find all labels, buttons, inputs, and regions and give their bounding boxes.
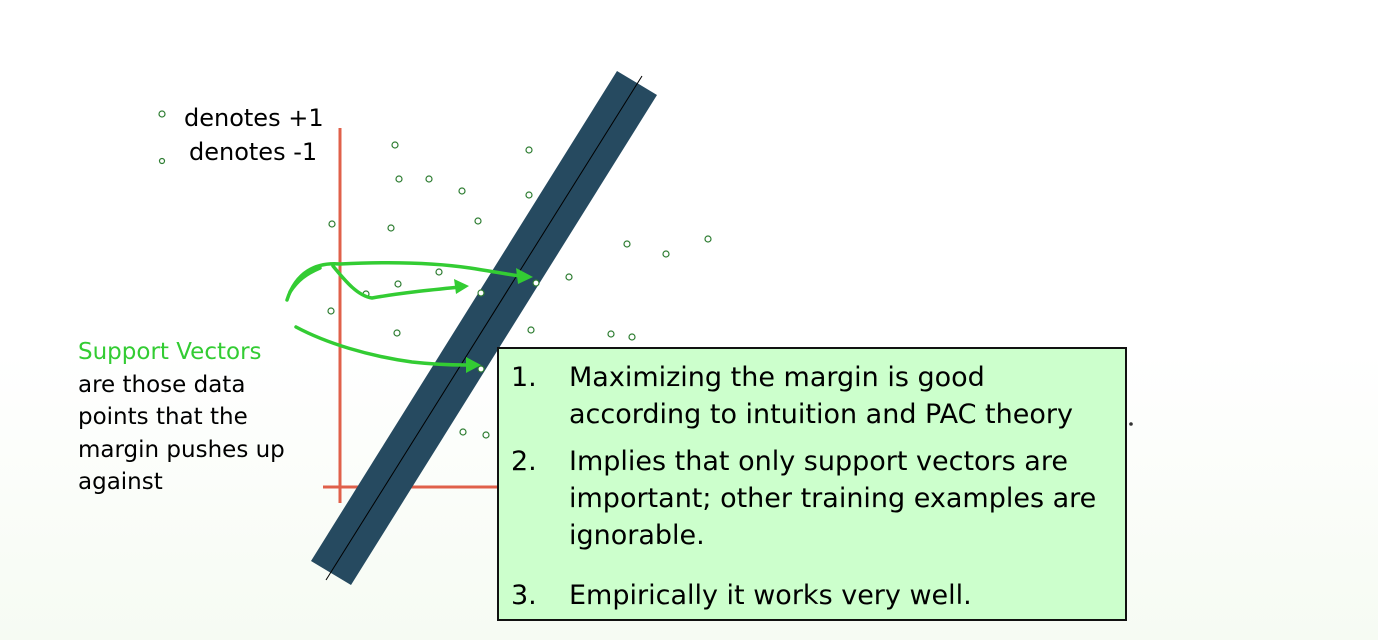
data-point [387, 224, 395, 232]
data-point [435, 268, 443, 276]
stray-mark [1129, 422, 1133, 426]
legend-positive: denotes +1 [184, 104, 324, 132]
annotation-scribble [285, 261, 522, 302]
support-vectors-caption: Support Vectors are those data points th… [78, 336, 318, 499]
legend-negative: denotes -1 [189, 138, 317, 166]
support-vector-point [477, 365, 485, 373]
annotation-arrows [285, 261, 522, 367]
data-point [395, 175, 403, 183]
data-points [327, 141, 712, 439]
note-number: 3. [511, 580, 537, 611]
support-vectors-description: are those data points that the margin pu… [78, 371, 285, 496]
data-point [525, 191, 533, 199]
decision-boundary [325, 75, 643, 581]
data-point [623, 240, 631, 248]
note-text: Empirically it works very well. [569, 580, 972, 611]
legend-positive-marker [158, 110, 166, 118]
note-item: 2. Implies that only support vectors are… [511, 443, 1111, 554]
data-point [327, 307, 335, 315]
arrow-to-upper-vector [331, 264, 462, 300]
data-point [527, 326, 535, 334]
arrow-head [454, 279, 469, 294]
annotation-scribble [288, 266, 322, 294]
data-point [459, 428, 467, 436]
note-item: 3. Empirically it works very well. [511, 577, 1111, 614]
note-number: 2. [511, 446, 537, 477]
legend-negative-marker [158, 157, 166, 165]
arrow-to-lower-vector [294, 325, 468, 367]
data-point [607, 330, 615, 338]
data-point [458, 187, 466, 195]
data-point [704, 235, 712, 243]
arrow-head [466, 357, 481, 373]
data-point [662, 250, 670, 258]
support-vectors-title: Support Vectors [78, 339, 262, 365]
arrow-heads [454, 268, 533, 373]
note-item: 1. Maximizing the margin is good accordi… [511, 359, 1111, 433]
data-point [425, 175, 433, 183]
data-point [393, 329, 401, 337]
data-point [328, 220, 336, 228]
data-point [628, 333, 636, 341]
legend-negative-label: denotes -1 [189, 138, 318, 166]
arrow-head [516, 268, 533, 284]
support-vector-point [532, 279, 540, 287]
data-point [391, 141, 399, 149]
notes-box: 1. Maximizing the margin is good accordi… [497, 347, 1127, 621]
note-text: Implies that only support vectors are im… [569, 446, 1097, 551]
note-text: Maximizing the margin is good according … [569, 362, 1073, 430]
legend-positive-label: denotes +1 [184, 104, 324, 132]
data-point [482, 431, 490, 439]
data-point [525, 146, 533, 154]
data-point [474, 217, 482, 225]
support-vector-point [477, 289, 485, 297]
data-point [565, 273, 573, 281]
note-number: 1. [511, 362, 537, 393]
data-point [394, 280, 402, 288]
